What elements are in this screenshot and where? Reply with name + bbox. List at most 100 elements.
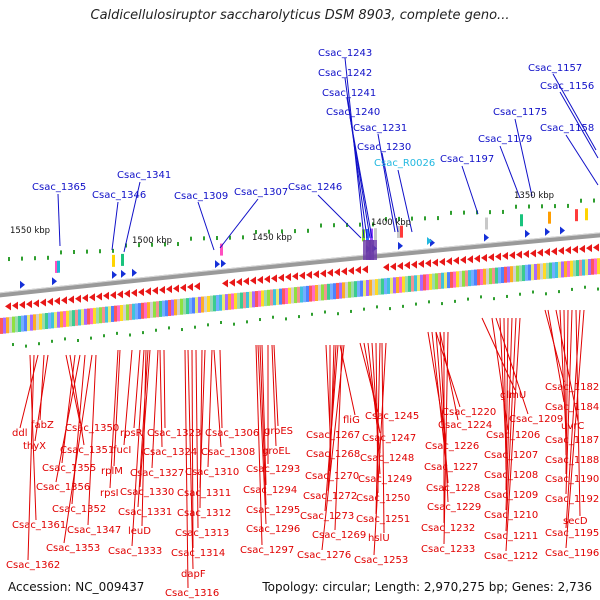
- gene-label[interactable]: Csac_1306: [205, 428, 259, 439]
- gene-label[interactable]: Csac_1297: [240, 545, 294, 556]
- gene-label[interactable]: Csac_1308: [201, 447, 255, 458]
- gene-label[interactable]: Csac_1351: [60, 445, 114, 456]
- gene-label[interactable]: Csac_1231: [353, 123, 407, 134]
- gene-label[interactable]: fucI: [113, 445, 131, 456]
- gene-label[interactable]: Csac_1316: [165, 588, 219, 599]
- gene-label[interactable]: Csac_1182: [545, 382, 599, 393]
- gene-label[interactable]: Csac_1355: [42, 463, 96, 474]
- gene-label[interactable]: Csac_1312: [177, 508, 231, 519]
- gene-label[interactable]: Csac_1175: [493, 107, 547, 118]
- gene-label[interactable]: Csac_1250: [356, 493, 410, 504]
- gene-label[interactable]: uvrC: [561, 421, 584, 432]
- gene-label[interactable]: Csac_1269: [312, 530, 366, 541]
- gene-label[interactable]: Csac_1273: [300, 511, 354, 522]
- gene-label[interactable]: Csac_1245: [365, 411, 419, 422]
- gene-label[interactable]: Csac_1246: [288, 182, 342, 193]
- gene-label[interactable]: Csac_1327: [130, 468, 184, 479]
- gene-label[interactable]: Csac_1347: [67, 525, 121, 536]
- gene-label[interactable]: Csac_1356: [36, 482, 90, 493]
- gene-label[interactable]: Csac_1233: [421, 544, 475, 555]
- gene-label[interactable]: Csac_1296: [246, 524, 300, 535]
- gene-label[interactable]: Csac_1365: [32, 182, 86, 193]
- gene-label[interactable]: Csac_1249: [358, 474, 412, 485]
- gene-label[interactable]: Csac_1294: [243, 485, 297, 496]
- gene-label[interactable]: dapF: [181, 569, 206, 580]
- gene-label[interactable]: Csac_1330: [120, 487, 174, 498]
- gene-label[interactable]: Csac_1211: [484, 531, 538, 542]
- gene-label[interactable]: hslU: [368, 533, 390, 544]
- gene-label[interactable]: Csac_1209: [509, 414, 563, 425]
- gene-label[interactable]: Csac_1313: [175, 528, 229, 539]
- gene-label[interactable]: Csac_1243: [318, 48, 372, 59]
- gene-label[interactable]: Csac_1314: [171, 548, 225, 559]
- gene-label[interactable]: ddl: [12, 428, 27, 439]
- gene-label[interactable]: Csac_1276: [297, 550, 351, 561]
- gene-label[interactable]: Csac_1187: [545, 435, 599, 446]
- gene-label[interactable]: Csac_1156: [540, 81, 594, 92]
- gene-label[interactable]: fabZ: [31, 420, 54, 431]
- gene-label[interactable]: Csac_1228: [426, 483, 480, 494]
- gene-label[interactable]: Csac_1331: [118, 507, 172, 518]
- gene-label[interactable]: Csac_1195: [545, 528, 599, 539]
- gene-label[interactable]: Csac_1157: [528, 63, 582, 74]
- gene-label[interactable]: Csac_1341: [117, 170, 171, 181]
- gene-label[interactable]: Csac_1346: [92, 190, 146, 201]
- gene-label[interactable]: Csac_1241: [322, 88, 376, 99]
- gene-label[interactable]: groES: [264, 426, 293, 437]
- gene-label[interactable]: Csac_1158: [540, 123, 594, 134]
- gene-label[interactable]: secD: [563, 516, 588, 527]
- gene-label[interactable]: Csac_1209: [484, 490, 538, 501]
- gene-label[interactable]: Csac_1232: [421, 523, 475, 534]
- gene-label[interactable]: Csac_1184: [545, 402, 599, 413]
- gene-label[interactable]: Csac_1192: [545, 494, 599, 505]
- gene-label[interactable]: Csac_1240: [326, 107, 380, 118]
- gene-label[interactable]: Csac_1220: [442, 407, 496, 418]
- gene-label[interactable]: Csac_1208: [484, 470, 538, 481]
- gene-label[interactable]: rplM: [101, 466, 123, 477]
- gene-label[interactable]: Csac_1253: [354, 555, 408, 566]
- gene-label[interactable]: Csac_1310: [185, 467, 239, 478]
- gene-label[interactable]: Csac_1353: [46, 543, 100, 554]
- gene-label[interactable]: Csac_1309: [174, 191, 228, 202]
- gene-label[interactable]: Csac_1323: [147, 428, 201, 439]
- gene-label[interactable]: Csac_1207: [484, 450, 538, 461]
- gene-label[interactable]: Csac_1248: [360, 453, 414, 464]
- gene-label[interactable]: Csac_1190: [545, 474, 599, 485]
- gene-label[interactable]: rpsI: [100, 488, 119, 499]
- gene-label[interactable]: Csac_1247: [362, 433, 416, 444]
- gene-label[interactable]: Csac_1268: [306, 449, 360, 460]
- gene-label[interactable]: Csac_1196: [545, 548, 599, 559]
- gene-label[interactable]: Csac_1352: [52, 504, 106, 515]
- gene-label[interactable]: fliG: [343, 415, 360, 426]
- gene-label[interactable]: Csac_1267: [306, 430, 360, 441]
- gene-label[interactable]: glmU: [500, 390, 526, 401]
- gene-label[interactable]: Csac_1311: [177, 488, 231, 499]
- gene-label[interactable]: Csac_1227: [424, 462, 478, 473]
- gene-label[interactable]: Csac_1333: [108, 546, 162, 557]
- gene-label[interactable]: leuD: [128, 526, 151, 537]
- gene-label[interactable]: Csac_1270: [305, 471, 359, 482]
- gene-label[interactable]: Csac_1324: [143, 447, 197, 458]
- gene-label[interactable]: Csac_1361: [12, 520, 66, 531]
- gene-label[interactable]: Csac_1229: [427, 502, 481, 513]
- gene-label[interactable]: Csac_1226: [425, 441, 479, 452]
- gene-label[interactable]: Csac_1197: [440, 154, 494, 165]
- gene-label[interactable]: Csac_1307: [234, 187, 288, 198]
- gene-label[interactable]: groEL: [262, 446, 291, 457]
- gene-label[interactable]: Csac_1293: [246, 464, 300, 475]
- gene-label[interactable]: Csac_1295: [246, 505, 300, 516]
- gene-label[interactable]: Csac_1272: [303, 491, 357, 502]
- gene-label[interactable]: Csac_R0026: [374, 158, 435, 169]
- gene-label[interactable]: Csac_1210: [484, 510, 538, 521]
- gene-label[interactable]: Csac_1224: [438, 420, 492, 431]
- gene-label[interactable]: Csac_1206: [486, 430, 540, 441]
- gene-label[interactable]: Csac_1350: [65, 423, 119, 434]
- gene-label[interactable]: rpsR: [120, 428, 143, 439]
- gene-label[interactable]: thyX: [23, 441, 46, 452]
- gene-label[interactable]: Csac_1179: [478, 134, 532, 145]
- gene-label[interactable]: Csac_1251: [356, 514, 410, 525]
- gene-label[interactable]: Csac_1362: [6, 560, 60, 571]
- gene-label[interactable]: Csac_1230: [357, 142, 411, 153]
- gene-label[interactable]: Csac_1212: [484, 551, 538, 562]
- gene-label[interactable]: Csac_1188: [545, 455, 599, 466]
